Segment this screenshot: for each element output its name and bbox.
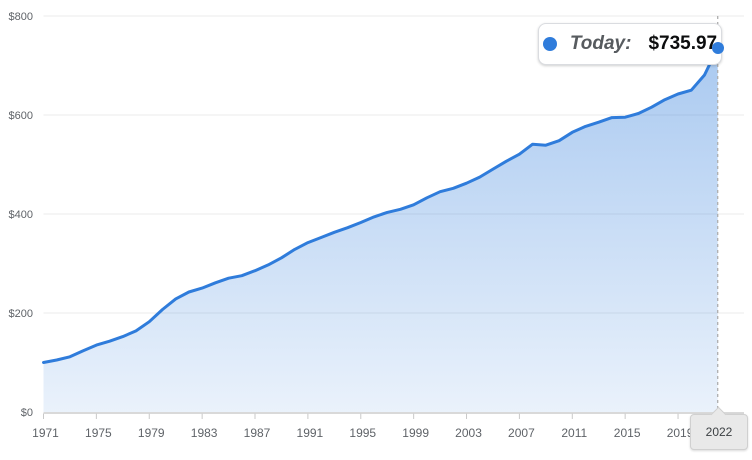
x-tick-label: 1983	[191, 426, 218, 440]
x-tick-label: 1999	[402, 426, 429, 440]
area-fill	[43, 47, 718, 412]
legend-marker-icon	[542, 37, 557, 51]
x-tick-label: 2019	[667, 426, 694, 440]
current-year-label: 2022	[705, 425, 733, 439]
y-tick-label: $200	[9, 308, 33, 320]
x-tick-label: 2011	[561, 426, 587, 440]
x-tick-label: 1987	[244, 426, 271, 440]
y-tick-label: $600	[9, 110, 33, 122]
x-tick-label: 2003	[455, 426, 482, 440]
x-tick-label: 1975	[85, 426, 112, 440]
x-tick-label: 2007	[508, 426, 535, 440]
legend-label: Today:	[569, 33, 632, 54]
y-tick-label: $400	[9, 209, 33, 221]
x-tick-label: 1971	[32, 426, 59, 440]
x-tick-label: 2015	[614, 426, 641, 440]
y-tick-label: $0	[21, 407, 33, 419]
legend-tooltip: Today: $735.97	[538, 23, 722, 65]
x-tick-label: 1979	[138, 426, 165, 440]
trend-line	[42, 46, 720, 364]
x-tick-label: 1995	[349, 426, 376, 440]
current-value-dot[interactable]	[711, 41, 724, 54]
legend-value: $735.97	[648, 33, 718, 54]
x-tick-label: 1991	[297, 426, 324, 440]
y-tick-label: $800	[9, 11, 33, 23]
x-axis-current-year-box: 2022	[690, 406, 748, 450]
